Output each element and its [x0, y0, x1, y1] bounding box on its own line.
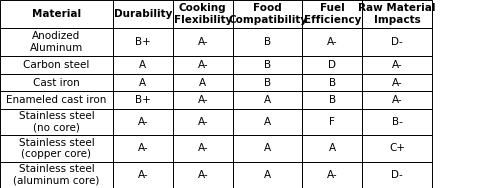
Text: Material: Material	[32, 9, 81, 19]
Bar	[233, 56, 302, 74]
Bar	[362, 0, 432, 28]
Bar	[233, 135, 302, 162]
Text: Durability: Durability	[114, 9, 172, 19]
Text: Stainless steel
(aluminum core): Stainless steel (aluminum core)	[13, 164, 99, 186]
Text: Carbon steel: Carbon steel	[23, 60, 90, 70]
Text: A-: A-	[327, 170, 338, 180]
Bar	[233, 162, 302, 188]
Bar	[173, 135, 233, 162]
Bar	[173, 56, 233, 74]
Text: A-: A-	[197, 60, 208, 70]
Bar	[302, 135, 362, 162]
Text: A-: A-	[197, 143, 208, 153]
Text: A-: A-	[137, 143, 148, 153]
Text: A-: A-	[197, 117, 208, 127]
Bar	[0, 0, 113, 28]
Bar	[0, 162, 113, 188]
Text: A-: A-	[197, 37, 208, 47]
Text: A-: A-	[197, 170, 208, 180]
Text: A: A	[264, 143, 271, 153]
Text: Stainless steel
(copper core): Stainless steel (copper core)	[19, 138, 94, 159]
Text: A: A	[199, 78, 206, 88]
Text: D: D	[328, 60, 336, 70]
Text: B: B	[329, 78, 336, 88]
Bar	[302, 109, 362, 135]
Text: Raw Material
Impacts: Raw Material Impacts	[359, 3, 436, 25]
Text: A-: A-	[392, 60, 403, 70]
Bar	[0, 56, 113, 74]
Bar	[302, 56, 362, 74]
Bar	[113, 28, 173, 56]
Bar	[233, 109, 302, 135]
Text: A: A	[264, 117, 271, 127]
Text: F: F	[329, 117, 336, 127]
Text: Cooking
Flexibility: Cooking Flexibility	[174, 3, 232, 25]
Bar	[113, 162, 173, 188]
Bar	[302, 0, 362, 28]
Text: Food
Compatibility: Food Compatibility	[228, 3, 307, 25]
Bar	[302, 162, 362, 188]
Text: Stainless steel
(no core): Stainless steel (no core)	[19, 111, 94, 133]
Bar	[362, 56, 432, 74]
Text: C+: C+	[389, 143, 405, 153]
Bar	[113, 56, 173, 74]
Bar	[362, 162, 432, 188]
Text: B: B	[264, 60, 271, 70]
Text: Cast iron: Cast iron	[33, 78, 80, 88]
Text: B+: B+	[135, 37, 151, 47]
Text: A-: A-	[197, 95, 208, 105]
Text: A: A	[329, 143, 336, 153]
Bar	[362, 74, 432, 91]
Bar	[113, 91, 173, 109]
Bar	[233, 0, 302, 28]
Text: A: A	[139, 60, 146, 70]
Text: B: B	[264, 78, 271, 88]
Bar	[302, 74, 362, 91]
Text: B: B	[329, 95, 336, 105]
Bar	[173, 28, 233, 56]
Bar	[362, 135, 432, 162]
Bar	[113, 109, 173, 135]
Bar	[302, 28, 362, 56]
Text: A-: A-	[137, 117, 148, 127]
Bar	[173, 162, 233, 188]
Text: D-: D-	[391, 37, 403, 47]
Text: A: A	[139, 78, 146, 88]
Text: A-: A-	[392, 95, 403, 105]
Text: A: A	[264, 170, 271, 180]
Text: Enameled cast iron: Enameled cast iron	[6, 95, 107, 105]
Bar	[173, 109, 233, 135]
Bar	[233, 91, 302, 109]
Bar	[173, 91, 233, 109]
Bar	[113, 0, 173, 28]
Text: A-: A-	[327, 37, 338, 47]
Bar	[113, 135, 173, 162]
Bar	[362, 91, 432, 109]
Bar	[362, 28, 432, 56]
Bar	[0, 91, 113, 109]
Bar	[173, 0, 233, 28]
Text: B: B	[264, 37, 271, 47]
Bar	[233, 28, 302, 56]
Text: Anodized
Aluminum: Anodized Aluminum	[30, 31, 83, 53]
Bar	[0, 109, 113, 135]
Bar	[113, 74, 173, 91]
Bar	[173, 74, 233, 91]
Text: D-: D-	[391, 170, 403, 180]
Bar	[362, 109, 432, 135]
Text: B-: B-	[392, 117, 403, 127]
Text: B+: B+	[135, 95, 151, 105]
Bar	[0, 135, 113, 162]
Bar	[233, 74, 302, 91]
Text: A-: A-	[137, 170, 148, 180]
Text: A: A	[264, 95, 271, 105]
Bar	[0, 28, 113, 56]
Text: A-: A-	[392, 78, 403, 88]
Bar	[0, 74, 113, 91]
Bar	[302, 91, 362, 109]
Text: Fuel
Efficiency: Fuel Efficiency	[304, 3, 361, 25]
